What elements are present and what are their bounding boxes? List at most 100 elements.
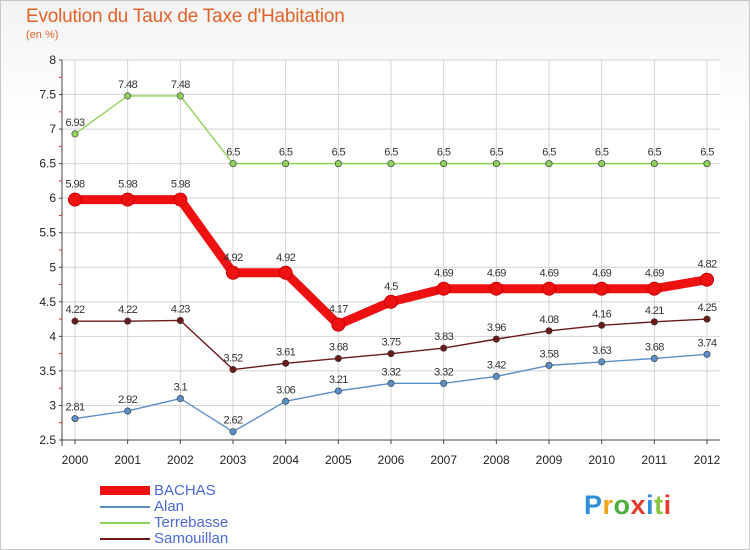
data-point (124, 317, 132, 325)
data-point (120, 192, 135, 207)
data-label: 4.17 (329, 304, 348, 316)
data-point (331, 317, 346, 332)
data-label: 6.93 (65, 117, 84, 129)
data-label: 4.16 (592, 308, 611, 320)
data-label: 3.21 (329, 374, 348, 386)
logo-letter: r (602, 490, 614, 520)
legend-label-samouillan: Samouillan (154, 530, 229, 547)
data-point (492, 160, 500, 168)
x-tick-label: 2006 (378, 453, 405, 467)
data-label: 6.5 (542, 147, 556, 159)
data-point (594, 281, 609, 296)
data-point (542, 281, 556, 296)
data-label: 6.5 (437, 147, 451, 159)
data-point (650, 354, 658, 362)
logo-letter: o (613, 490, 631, 520)
x-tick-label: 2001 (114, 453, 141, 467)
data-label: 6.5 (332, 147, 346, 159)
data-label: 3.68 (329, 341, 348, 353)
data-point (71, 130, 79, 138)
data-label: 3.52 (223, 353, 242, 365)
legend-swatch-alan (100, 506, 150, 508)
data-point (703, 350, 711, 358)
y-tick-label: 3 (49, 398, 56, 412)
x-tick-label: 2007 (430, 453, 457, 467)
data-point (492, 372, 500, 380)
data-point (68, 192, 82, 207)
y-tick-label: 4 (49, 329, 56, 343)
y-tick-label: 5 (49, 260, 56, 274)
data-label: 3.83 (434, 331, 453, 343)
legend-swatch-samouillan (100, 538, 150, 540)
logo-letter: i (663, 490, 672, 520)
data-point (71, 317, 79, 325)
legend-label-alan: Alan (154, 498, 185, 515)
data-point (703, 315, 711, 323)
data-point (598, 321, 606, 329)
x-tick-label: 2010 (588, 453, 615, 467)
data-point (176, 92, 184, 100)
data-point (545, 361, 553, 369)
data-label: 3.68 (645, 341, 664, 353)
data-label: 4.22 (65, 304, 84, 316)
y-tick-label: 7.5 (39, 88, 56, 102)
series-bachas: 5.98 5.98 5.98 4.92 4.92 4.17 4.5 4.69 4.69 4.69 4… (65, 179, 718, 332)
data-label: 3.32 (381, 366, 400, 378)
data-point (387, 350, 395, 358)
y-tick-label: 4.5 (39, 295, 56, 309)
data-point (650, 318, 658, 326)
x-tick-label: 2003 (220, 453, 247, 467)
data-label: 4.92 (276, 252, 295, 264)
data-point (176, 395, 184, 403)
data-label: 6.5 (648, 147, 662, 159)
data-point (334, 354, 342, 362)
logo-letter: P (584, 490, 603, 520)
data-point (650, 160, 658, 168)
data-point (440, 160, 448, 168)
data-point (489, 281, 504, 296)
data-label: 4.69 (539, 268, 558, 280)
x-tick-label: 2011 (641, 453, 667, 467)
data-point (545, 160, 553, 168)
data-label: 4.69 (645, 268, 664, 280)
data-point (700, 272, 714, 287)
data-label: 3.61 (276, 346, 295, 358)
data-point (282, 160, 290, 168)
x-tick-label: 2000 (62, 453, 89, 467)
legend-label-terrebasse: Terrebasse (154, 514, 229, 531)
data-point (492, 335, 500, 343)
data-point (124, 407, 132, 415)
data-point (703, 160, 711, 168)
x-tick-label: 2005 (325, 453, 352, 467)
y-tick-label: 6.5 (39, 157, 56, 171)
data-point (229, 428, 237, 436)
series-alan: 2.81 2.92 3.1 2.62 3.06 3.21 3.32 3.32 3.42 3.58 3… (65, 337, 718, 436)
y-tick-label: 5.5 (39, 226, 56, 240)
data-label: 5.98 (118, 179, 137, 191)
data-label: 3.75 (381, 337, 400, 349)
data-label: 6.5 (595, 147, 609, 159)
data-point (436, 281, 451, 296)
y-tick-label: 2.5 (39, 433, 56, 447)
data-label: 4.69 (434, 268, 453, 280)
data-label: 3.1 (174, 382, 188, 394)
data-point (124, 92, 132, 100)
data-point (384, 294, 398, 309)
data-label: 4.82 (697, 259, 716, 271)
series-terrebasse: 6.93 7.48 7.48 6.5 6.5 6.5 6.5 6.5 6.5 6.5 6.5 6.5 6… (65, 79, 715, 168)
data-label: 4.92 (223, 252, 242, 264)
data-label: 4.5 (384, 281, 398, 293)
data-point (282, 359, 290, 367)
y-tick-label: 6 (49, 191, 56, 205)
data-point (176, 316, 184, 324)
data-point (229, 366, 237, 374)
x-tick-label: 2002 (167, 453, 194, 467)
data-label: 7.48 (118, 79, 137, 91)
data-point (598, 358, 606, 366)
data-label: 3.63 (592, 345, 611, 357)
logo-letter: i (646, 490, 655, 520)
data-point (226, 265, 240, 280)
data-label: 3.42 (487, 359, 506, 371)
data-label: 3.74 (697, 337, 716, 349)
data-label: 3.32 (434, 366, 453, 378)
